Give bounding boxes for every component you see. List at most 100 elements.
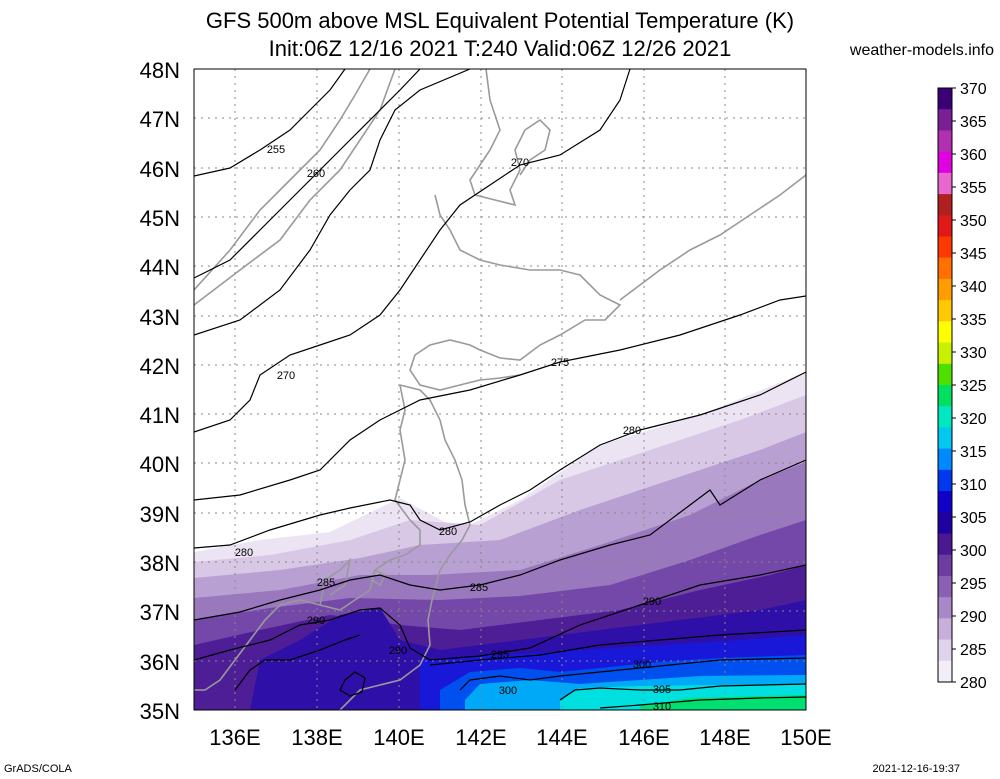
lon-label: 136E <box>209 725 260 750</box>
colorbar-swatch <box>938 427 952 450</box>
contour-label: 280 <box>439 526 457 538</box>
lat-label: 41N <box>140 403 180 428</box>
map-title: GFS 500m above MSL Equivalent Potential … <box>205 8 795 33</box>
contour-295 <box>429 629 806 666</box>
colorbar-swatch <box>938 554 952 577</box>
lat-label: 36N <box>140 650 180 675</box>
lat-label: 35N <box>140 699 180 724</box>
colorbar-label: 345 <box>960 246 987 263</box>
contour-label: 310 <box>653 701 671 713</box>
colorbar-swatch <box>938 385 952 407</box>
contour-280 <box>194 371 806 549</box>
lat-label: 47N <box>140 107 180 132</box>
colorbar-swatch <box>938 575 952 598</box>
colorbar-swatch <box>938 236 952 259</box>
colorbar-label: 305 <box>960 510 987 527</box>
colorbar-label: 325 <box>960 378 987 395</box>
contour-label: 300 <box>633 659 651 671</box>
colorbar-label: 370 <box>960 81 987 98</box>
colorbar-label: 285 <box>960 642 987 659</box>
lon-label: 140E <box>373 725 424 750</box>
colorbar-swatch <box>938 257 952 280</box>
graticule <box>194 69 806 710</box>
contour-275 <box>194 295 806 501</box>
contour-label: 290 <box>643 596 661 608</box>
colorbar-swatch <box>938 660 952 683</box>
contour-label: 270 <box>277 370 295 382</box>
mainland-coast <box>194 69 371 291</box>
noto-peninsula <box>319 557 352 606</box>
lat-label: 40N <box>140 452 180 477</box>
colorbar-label: 330 <box>960 345 987 362</box>
colorbar-label: 300 <box>960 543 987 560</box>
colorbar-swatch <box>938 469 952 492</box>
contour-260 <box>194 69 471 336</box>
lat-label: 37N <box>140 600 180 625</box>
contour-label: 280 <box>623 425 641 437</box>
contour-label: 285 <box>470 582 488 594</box>
colorbar-label: 320 <box>960 411 987 428</box>
contour-label: 270 <box>511 157 529 169</box>
contour-label-group: 255 260 270 270 275 280 280 280 285 285 … <box>235 144 671 713</box>
colorbar-label: 295 <box>960 576 987 593</box>
coastlines <box>194 69 806 710</box>
contour-305 <box>559 683 806 701</box>
colorbar-label: 365 <box>960 114 987 131</box>
footer-credit: GrADS/COLA <box>4 763 72 775</box>
colorbar-swatch <box>938 215 952 237</box>
contour-label: 275 <box>551 357 569 369</box>
contour-label: 280 <box>235 547 253 559</box>
colorbar-label: 360 <box>960 147 987 164</box>
longitude-labels: 136E 138E 140E 142E 144E 146E 148E 150E <box>209 725 831 750</box>
colorbar-swatch <box>938 278 952 301</box>
colorbar-swatch <box>938 406 952 428</box>
footer-timestamp: 2021-12-16-19:37 <box>872 763 960 775</box>
contour-loop <box>339 671 366 697</box>
contour-label: 285 <box>317 577 335 589</box>
lon-label: 138E <box>291 725 342 750</box>
colorbar-swatch <box>938 300 952 322</box>
contour-label: 260 <box>307 168 325 180</box>
lat-label: 42N <box>140 354 180 379</box>
colorbar-label: 350 <box>960 213 987 230</box>
map-subtitle: Init:06Z 12/16 2021 T:240 Valid:06Z 12/2… <box>268 36 732 61</box>
colorbar-swatch <box>938 342 952 365</box>
colorbar-swatch <box>938 130 952 153</box>
colorbar-swatch <box>938 448 952 471</box>
contour-270 <box>194 69 631 433</box>
contour-290-b <box>234 634 361 691</box>
kurils-coast <box>619 174 806 301</box>
lat-label: 46N <box>140 157 180 182</box>
colorbar-swatch <box>938 321 952 344</box>
colorbar-label: 315 <box>960 444 987 461</box>
lon-label: 142E <box>455 725 506 750</box>
colorbar-swatch <box>938 618 952 641</box>
colorbar-labels: 370 365 360 355 350 345 340 335 330 325 320 315 310 3… <box>960 81 987 692</box>
colorbar-swatch <box>938 151 952 174</box>
colorbar-label: 340 <box>960 279 987 296</box>
hokkaido-coast <box>409 194 622 391</box>
honshu-coast <box>339 384 471 710</box>
latitude-labels: 48N 47N 46N 45N 44N 43N 42N 41N 40N 39N … <box>140 58 180 724</box>
contour-290 <box>194 564 806 661</box>
colorbar-label: 290 <box>960 609 987 626</box>
colorbar-label: 310 <box>960 477 987 494</box>
contour-lines <box>194 69 806 709</box>
colorbar-swatch <box>938 533 952 556</box>
contour-label: 300 <box>499 685 517 697</box>
lat-label: 45N <box>140 206 180 231</box>
colorbar-swatch <box>938 512 952 534</box>
contour-255-a <box>194 69 346 177</box>
lon-label: 146E <box>618 725 669 750</box>
contour-300 <box>459 657 806 691</box>
sakhalin-coast <box>469 69 551 207</box>
colorbar-label: 355 <box>960 180 987 197</box>
colorbar <box>937 87 956 683</box>
contour-255-b <box>194 69 421 279</box>
colorbar-swatch <box>938 194 952 216</box>
colorbar-swatch <box>938 172 952 195</box>
band-310 <box>640 695 806 710</box>
lon-label: 150E <box>780 725 831 750</box>
colorbar-swatch <box>938 109 952 131</box>
lat-label: 38N <box>140 551 180 576</box>
